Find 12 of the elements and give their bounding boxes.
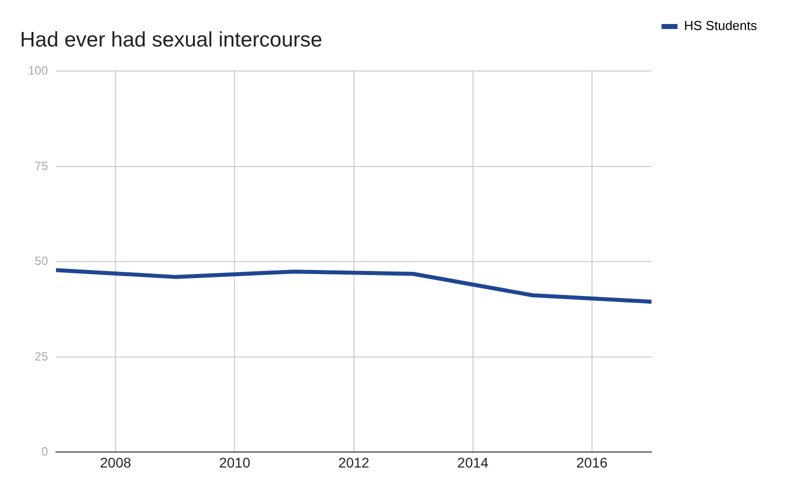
x-tick-label: 2016 xyxy=(576,454,608,470)
x-tick-label: 2014 xyxy=(457,454,489,470)
y-tick-label: 0 xyxy=(41,444,48,459)
y-tick-label: 100 xyxy=(28,64,48,78)
y-tick-label: 75 xyxy=(34,158,48,173)
x-tick-label: 2008 xyxy=(100,454,132,470)
chart-title: Had ever had sexual intercourse xyxy=(20,28,322,52)
x-tick-label: 2012 xyxy=(338,454,370,470)
y-tick-label: 25 xyxy=(34,349,48,364)
x-tick-label: 2010 xyxy=(219,454,250,470)
y-tick-label: 50 xyxy=(34,254,48,268)
legend-label: HS Students xyxy=(684,18,758,34)
